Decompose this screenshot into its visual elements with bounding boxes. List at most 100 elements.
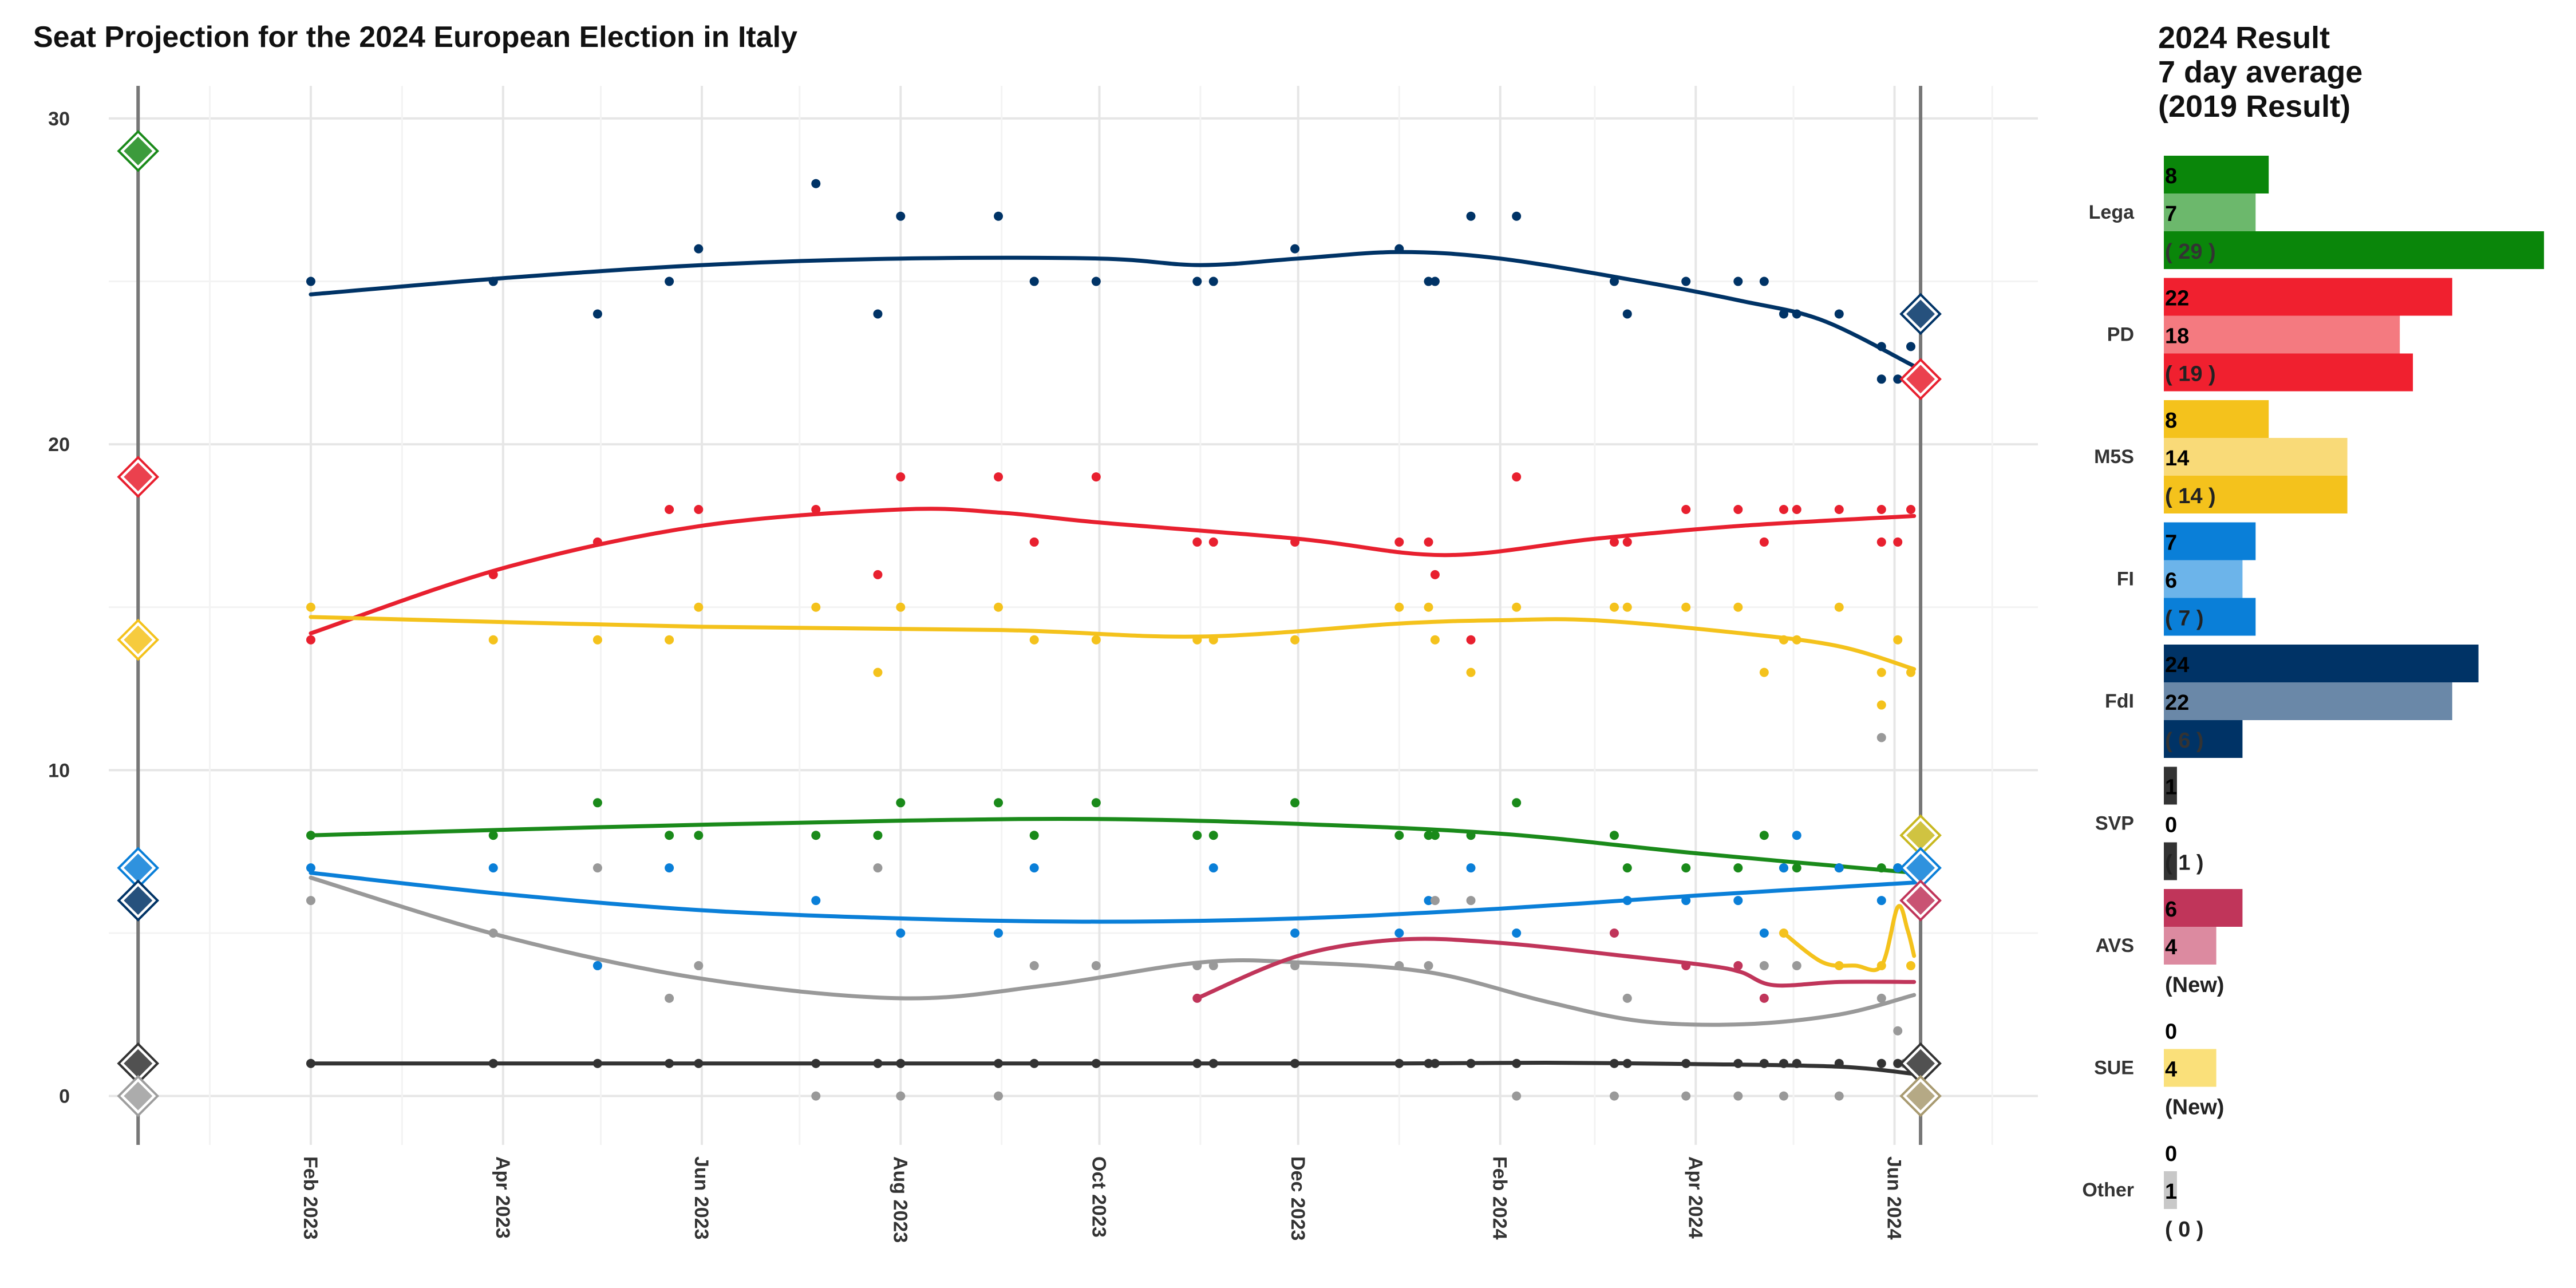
poll-point [694,831,704,840]
poll-point [1759,276,1769,286]
bar-value-label: ( 29 ) [2165,240,2216,264]
poll-point [1876,896,1886,906]
poll-point [592,798,602,808]
poll-point [1029,276,1039,286]
poll-point [873,570,883,579]
poll-point [1834,1091,1844,1101]
bar-value-label: 7 [2165,531,2177,555]
result-bar [2164,927,2217,965]
poll-point [1733,602,1743,612]
diamond-fill [124,854,153,883]
poll-point [592,635,602,645]
poll-point [1466,667,1476,677]
poll-point [592,961,602,970]
poll-point [1430,635,1440,645]
poll-point [1876,733,1886,742]
poll-point [1779,505,1788,514]
poll-point [896,1091,906,1101]
poll-point [1609,831,1619,840]
poll-point [1208,537,1218,547]
grid [109,86,2038,1145]
poll-point [1192,537,1202,547]
diamond-fill [124,136,153,165]
diamond-fill [1906,1049,1935,1078]
poll-point [1834,505,1844,514]
trend-line [309,871,1917,924]
bar-value-label: (New) [2165,1096,2224,1120]
party-row: AVS 6 4 (New) [2096,889,2243,997]
poll-point [1512,1091,1522,1101]
poll-point [306,602,315,612]
party-label: AVS [2096,935,2134,957]
result-bar [2164,1049,2217,1087]
y-tick-label: 30 [48,108,70,130]
party-row: FI 7 6 ( 7 ) [2117,522,2256,636]
poll-point [1622,537,1632,547]
poll-point [1609,537,1619,547]
poll-point [1029,831,1039,840]
result-marker [1899,1074,1942,1117]
poll-point [811,505,821,514]
x-tick-label: Oct 2023 [1088,1156,1110,1238]
start-marker [117,618,160,661]
poll-point [1792,831,1801,840]
poll-point [1290,929,1300,938]
poll-point [1424,961,1433,970]
bar-value-label: 22 [2165,691,2189,715]
result-bar [2164,438,2348,476]
poll-point [1681,1091,1691,1101]
party-row: SUE 0 4 (New) [2094,1020,2224,1120]
poll-point [896,602,906,612]
poll-point [1424,602,1433,612]
poll-point [1759,929,1769,938]
party-label: FI [2117,568,2134,590]
poll-point [1512,798,1522,808]
party-row: FdI 24 22 ( 6 ) [2105,645,2479,758]
result-marker [1899,879,1942,922]
poll-point [1192,831,1202,840]
bar-value-label: 1 [2165,1180,2177,1204]
result-bar [2164,156,2269,193]
poll-point [1893,1058,1903,1068]
party-label: PD [2107,324,2134,346]
result-marker [1899,847,1942,889]
poll-point [896,929,906,938]
poll-point [1394,602,1404,612]
poll-point [1792,961,1801,970]
party-row: Other 0 1 ( 0 ) [2082,1142,2203,1242]
trend-line [1195,937,1917,1001]
poll-point [1893,374,1903,384]
trend-line [309,875,1917,1027]
poll-point [694,961,704,970]
poll-point [1893,863,1903,873]
bar-panel-title-line: (2019 Result) [2158,89,2350,124]
poll-point [811,896,821,906]
bar-value-label: 6 [2165,569,2177,593]
poll-point [1609,929,1619,938]
poll-point [1609,602,1619,612]
diamond-fill [124,886,153,915]
poll-point [1681,602,1691,612]
diamond-fill [124,1049,153,1078]
poll-point [1029,961,1039,970]
poll-point [1681,505,1691,514]
poll-point [1681,863,1691,873]
poll-point [811,1091,821,1101]
poll-point [694,244,704,254]
bar-value-label: 7 [2165,202,2177,226]
diamond-fill [124,463,153,492]
bar-value-label: 8 [2165,409,2177,433]
poll-point [896,798,906,808]
start-marker [117,1042,160,1085]
poll-point [873,863,883,873]
bar-value-label: ( 14 ) [2165,484,2216,508]
bar-value-label: ( 6 ) [2165,729,2204,753]
party-label: M5S [2094,446,2134,468]
poll-point [994,1091,1003,1101]
poll-point [1208,863,1218,873]
poll-point [994,798,1003,808]
chart-title: Seat Projection for the 2024 European El… [33,21,797,54]
series-group [306,472,1917,645]
poll-point [1430,896,1440,906]
